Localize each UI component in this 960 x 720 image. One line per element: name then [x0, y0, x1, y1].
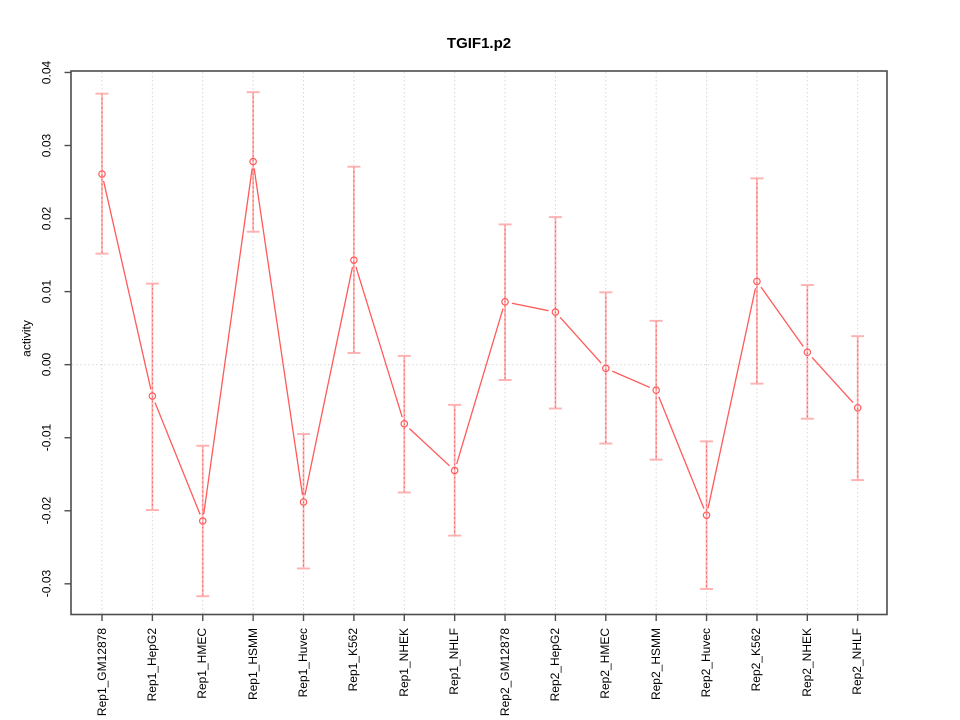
data-point	[249, 157, 257, 166]
x-tick-label: Rep1_NHLF	[447, 628, 462, 695]
series-segment	[456, 308, 504, 465]
x-tick-label: Rep2_HSMM	[648, 628, 663, 701]
x-tick-label: Rep2_Huvec	[699, 628, 714, 698]
chart-title: TGIF1.p2	[446, 35, 512, 52]
x-tick-label: Rep1_NHEK	[396, 628, 411, 697]
data-point	[753, 277, 761, 286]
error-bars	[95, 91, 865, 598]
x-tick-label: Rep1_HMEC	[195, 628, 210, 699]
series-segment	[408, 428, 450, 467]
x-tick-label: Rep2_K562	[749, 628, 764, 692]
data-point	[501, 298, 509, 306]
data-point	[702, 511, 711, 519]
y-tick-label: 0.01	[39, 279, 54, 304]
data-point	[299, 498, 308, 506]
x-tick-label: Rep2_GM12878	[497, 628, 512, 717]
data-point	[198, 517, 207, 525]
series-segment	[811, 356, 854, 404]
series-segment	[760, 286, 804, 347]
x-tick-label: Rep1_HepG2	[144, 628, 159, 702]
data-point	[853, 403, 862, 412]
axis-ticks	[64, 71, 859, 621]
y-tick-label: -0.02	[39, 497, 54, 525]
data-point	[803, 348, 812, 357]
series-segment	[559, 316, 602, 364]
x-tick-label: Rep1_Huvec	[296, 628, 311, 698]
x-tick-label: Rep1_K562	[346, 628, 361, 692]
x-tick-label: Rep2_HMEC	[598, 628, 613, 699]
series-segment	[707, 288, 757, 509]
series-segment	[611, 370, 651, 389]
data-point	[450, 466, 459, 475]
plot-border	[70, 70, 888, 616]
data-point	[350, 256, 358, 265]
data-point	[551, 308, 560, 316]
series-segment	[102, 180, 152, 390]
data-point	[148, 392, 157, 400]
grid-lines	[72, 72, 886, 614]
plot-border-group	[70, 70, 888, 616]
series-segment	[355, 266, 403, 418]
x-tick-label: Rep1_GM12878	[94, 628, 109, 717]
data-point	[652, 386, 660, 395]
data-point	[400, 420, 409, 428]
x-tick-label: Rep2_HepG2	[547, 628, 562, 702]
y-tick-label: 0.04	[39, 60, 54, 85]
y-tick-label: 0.02	[39, 206, 54, 231]
x-tick-label: Rep2_NHEK	[799, 628, 814, 697]
y-tick-label: 0.00	[39, 352, 54, 377]
x-tick-label: Rep1_HSMM	[245, 628, 260, 701]
series-segment	[253, 168, 304, 496]
series-line	[102, 168, 854, 515]
series-segment	[511, 302, 549, 312]
series-segment	[203, 168, 253, 515]
series-segment	[658, 396, 705, 509]
y-tick-label: -0.03	[39, 570, 54, 598]
x-tick-label: Rep2_NHLF	[850, 628, 865, 695]
data-point	[98, 170, 106, 178]
series-segment	[304, 266, 354, 496]
data-point	[601, 364, 610, 373]
series-segment	[154, 402, 201, 515]
y-tick-label: 0.03	[39, 133, 54, 158]
y-tick-label: -0.01	[39, 424, 54, 452]
data-points	[98, 157, 862, 525]
